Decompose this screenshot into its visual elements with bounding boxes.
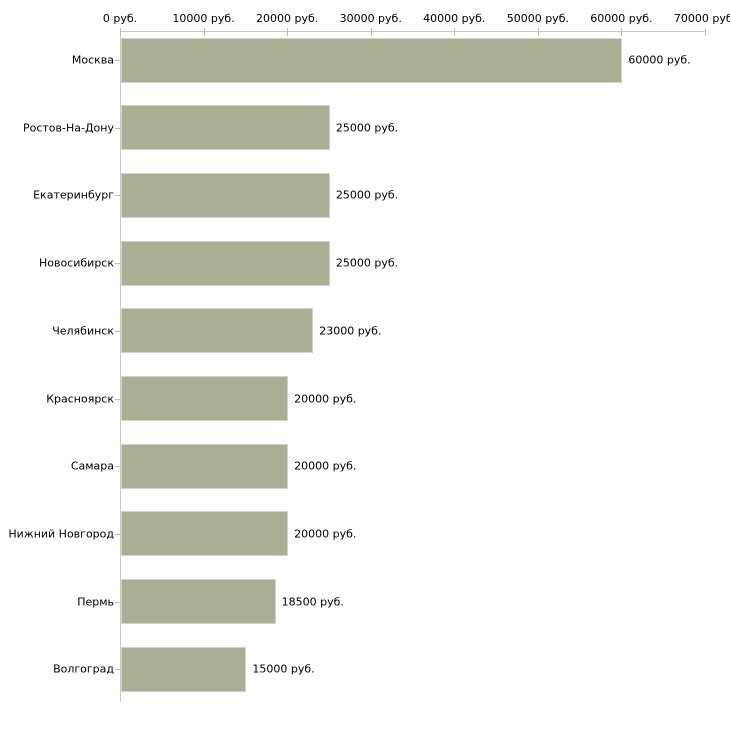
value-label: 25000 руб. bbox=[335, 188, 399, 202]
value-label: 25000 руб. bbox=[335, 256, 399, 270]
x-axis-tick bbox=[621, 27, 623, 36]
bar bbox=[121, 443, 289, 489]
y-axis-tick bbox=[115, 127, 120, 129]
value-label: 18500 руб. bbox=[281, 595, 344, 609]
category-label: Пермь bbox=[77, 595, 114, 609]
value-label: 20000 руб. bbox=[294, 392, 357, 405]
x-axis-tick bbox=[370, 27, 372, 36]
bar bbox=[121, 308, 314, 354]
bar bbox=[121, 105, 330, 151]
value-label: 20000 руб. bbox=[294, 459, 357, 473]
value-label: 25000 руб. bbox=[335, 121, 399, 135]
x-tick-label: 50000 руб. bbox=[506, 12, 569, 25]
category-label: Красноярск bbox=[46, 392, 114, 405]
value-label: 20000 руб. bbox=[294, 527, 357, 541]
bar bbox=[121, 172, 330, 218]
category-label: Волгоград bbox=[53, 662, 114, 676]
x-tick-label: 10000 руб. bbox=[172, 12, 235, 25]
x-axis-line bbox=[120, 31, 706, 32]
bar bbox=[121, 511, 289, 557]
y-axis-tick bbox=[115, 398, 120, 400]
value-label: 60000 руб. bbox=[628, 53, 691, 67]
x-tick-label: 0 руб. bbox=[102, 12, 138, 25]
y-axis-tick bbox=[115, 195, 120, 197]
x-tick-label: 40000 руб. bbox=[423, 12, 486, 25]
y-axis-tick bbox=[115, 533, 120, 535]
y-axis-tick bbox=[115, 330, 120, 332]
x-tick-label: 20000 руб. bbox=[256, 12, 319, 25]
x-tick-label: 70000 руб. bbox=[673, 12, 730, 25]
category-label: Самара bbox=[70, 459, 114, 473]
category-label: Екатеринбург bbox=[33, 188, 114, 202]
y-axis-tick bbox=[115, 60, 120, 61]
value-label: 15000 руб. bbox=[252, 662, 315, 676]
category-label: Челябинск bbox=[52, 324, 114, 338]
category-label: Ростов-На-Дону bbox=[22, 121, 114, 135]
bar bbox=[121, 37, 623, 83]
category-label: Москва bbox=[71, 53, 114, 67]
x-tick-label: 60000 руб. bbox=[590, 12, 653, 25]
y-axis-tick bbox=[115, 601, 120, 603]
x-tick-label: 30000 руб. bbox=[339, 12, 402, 25]
y-axis-tick bbox=[115, 263, 120, 265]
x-axis-tick bbox=[705, 27, 706, 36]
y-axis-line bbox=[120, 31, 121, 702]
x-axis-tick bbox=[454, 27, 456, 36]
x-axis-tick bbox=[203, 27, 205, 36]
bar bbox=[121, 376, 289, 421]
category-label: Новосибирск bbox=[38, 256, 114, 270]
x-axis-tick bbox=[120, 27, 121, 36]
y-axis-tick bbox=[115, 466, 120, 468]
bar bbox=[121, 646, 247, 692]
category-label: Нижний Новгород bbox=[8, 527, 114, 541]
x-axis-tick bbox=[537, 27, 539, 36]
bar bbox=[121, 579, 276, 625]
x-axis-tick bbox=[287, 27, 289, 36]
y-axis-tick bbox=[115, 669, 120, 671]
bar bbox=[121, 240, 330, 286]
value-label: 23000 руб. bbox=[319, 324, 382, 338]
